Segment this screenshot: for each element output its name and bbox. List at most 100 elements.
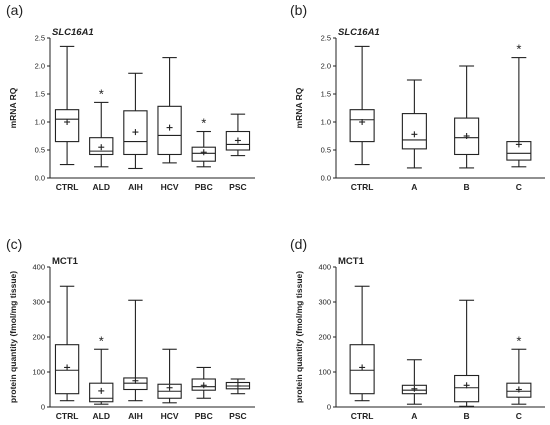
panel-c: (c) MCT1 0 100 200 300 400 protein quantity (fm…: [6, 236, 255, 421]
y-axis-label: mRNA RQ: [294, 87, 304, 128]
x-tick-label: CTRL: [56, 182, 79, 192]
panel-letter: (c): [6, 236, 22, 252]
significance-star: *: [516, 42, 521, 57]
y-tick-label: 2.5: [35, 34, 45, 43]
x-tick-label: B: [464, 182, 470, 192]
mean-marker: [64, 364, 71, 371]
y-axis-label: mRNA RQ: [8, 87, 18, 128]
box-c: *: [506, 42, 532, 168]
mean-marker: [98, 144, 105, 151]
y-tick-label: 100: [32, 368, 45, 377]
box-psc: [225, 113, 251, 157]
y-tick-label: 2.0: [35, 62, 45, 71]
mean-marker: [166, 124, 173, 131]
iqr-box: [454, 117, 480, 156]
box-ald: *: [89, 86, 114, 168]
y-axis-label: protein quantity (fmol/mg tissue): [294, 271, 304, 403]
mean-marker: [359, 364, 366, 371]
mean-marker: [64, 119, 71, 125]
box-hcv: [157, 57, 182, 164]
chart-title: MCT1: [52, 256, 79, 267]
y-tick-label: 0.5: [35, 146, 45, 155]
panel-letter: (a): [6, 2, 23, 18]
y-tick-label: 2.0: [321, 62, 331, 71]
box-a: [401, 79, 427, 169]
box-pbc: [191, 366, 216, 399]
y-tick-label: 300: [318, 298, 331, 307]
chart-title: SLC16A1: [52, 27, 94, 38]
mean-marker: [234, 383, 241, 389]
x-tick-label: HCV: [161, 182, 179, 192]
panel-a: (a) SLC16A1 0.0 0.5 1.0 1.5 2.0 2.5 mRNA RQ CTRL *…: [6, 2, 255, 192]
y-tick-label: 0.0: [321, 174, 331, 183]
x-tick-label: PBC: [195, 182, 213, 192]
mean-marker: [234, 137, 241, 144]
mean-marker: [166, 384, 173, 391]
box-ald: *: [89, 333, 114, 405]
box-psc: [225, 378, 251, 395]
x-tick-label: CTRL: [351, 411, 374, 421]
mean-marker: [200, 149, 207, 156]
panel-b: (b) SLC16A1 0.0 0.5 1.0 1.5 2.0 2.5 mRNA RQ CTRL A…: [290, 2, 545, 192]
significance-star: *: [201, 116, 206, 131]
mean-marker: [411, 385, 418, 392]
x-tick-label: C: [516, 411, 522, 421]
y-tick-label: 0.0: [35, 174, 45, 183]
y-tick-label: 0: [41, 403, 45, 412]
y-tick-label: 2.5: [321, 34, 331, 43]
mean-marker: [359, 119, 366, 125]
x-tick-label: PSC: [229, 182, 246, 192]
y-tick-label: 1.5: [321, 90, 331, 99]
mean-marker: [411, 131, 418, 138]
panel-letter: (b): [290, 2, 307, 18]
mean-marker: [132, 129, 139, 136]
y-axis-label: protein quantity (fmol/mg tissue): [8, 271, 18, 403]
y-tick-label: 0.5: [321, 146, 331, 155]
y-tick-label: 400: [318, 263, 331, 272]
x-tick-label: B: [464, 411, 470, 421]
box-ctrl: [54, 285, 80, 402]
x-tick-label: AIH: [128, 411, 143, 421]
mean-marker: [515, 386, 522, 393]
x-tick-label: ALD: [93, 411, 110, 421]
y-tick-label: 400: [32, 263, 45, 272]
mean-marker: [515, 141, 522, 148]
box-aih: [123, 72, 148, 170]
box-c: *: [506, 333, 532, 405]
y-tick-label: 100: [318, 368, 331, 377]
x-tick-label: CTRL: [351, 182, 374, 192]
iqr-box: [454, 374, 480, 403]
chart-title: SLC16A1: [338, 27, 380, 38]
y-tick-label: 1.0: [321, 118, 331, 127]
box-aih: [123, 299, 148, 402]
box-a: [401, 359, 427, 405]
panel-letter: (d): [290, 236, 307, 252]
box-ctrl: [349, 285, 375, 402]
box-hcv: [157, 348, 182, 404]
y-tick-label: 1.0: [35, 118, 45, 127]
x-tick-label: CTRL: [56, 411, 79, 421]
panel-d: (d) MCT1 0 100 200 300 400 protein quantity (fm…: [290, 236, 545, 421]
mean-marker: [132, 377, 139, 384]
y-tick-label: 200: [318, 333, 331, 342]
y-tick-label: 300: [32, 298, 45, 307]
box-b: [454, 65, 480, 169]
x-tick-label: A: [411, 411, 417, 421]
box-ctrl: [349, 45, 375, 166]
y-tick-label: 1.5: [35, 90, 45, 99]
x-tick-label: HCV: [161, 411, 179, 421]
significance-star: *: [99, 333, 104, 348]
x-tick-label: PBC: [195, 411, 213, 421]
iqr-box: [401, 113, 427, 150]
x-tick-label: AIH: [128, 182, 143, 192]
box-ctrl: [54, 45, 80, 166]
chart-title: MCT1: [338, 256, 365, 267]
mean-marker: [463, 382, 470, 389]
box-b: [454, 299, 480, 407]
x-tick-label: PSC: [229, 411, 246, 421]
mean-marker: [200, 382, 207, 389]
x-tick-label: C: [516, 182, 522, 192]
iqr-box: [54, 109, 80, 143]
y-tick-label: 200: [32, 333, 45, 342]
